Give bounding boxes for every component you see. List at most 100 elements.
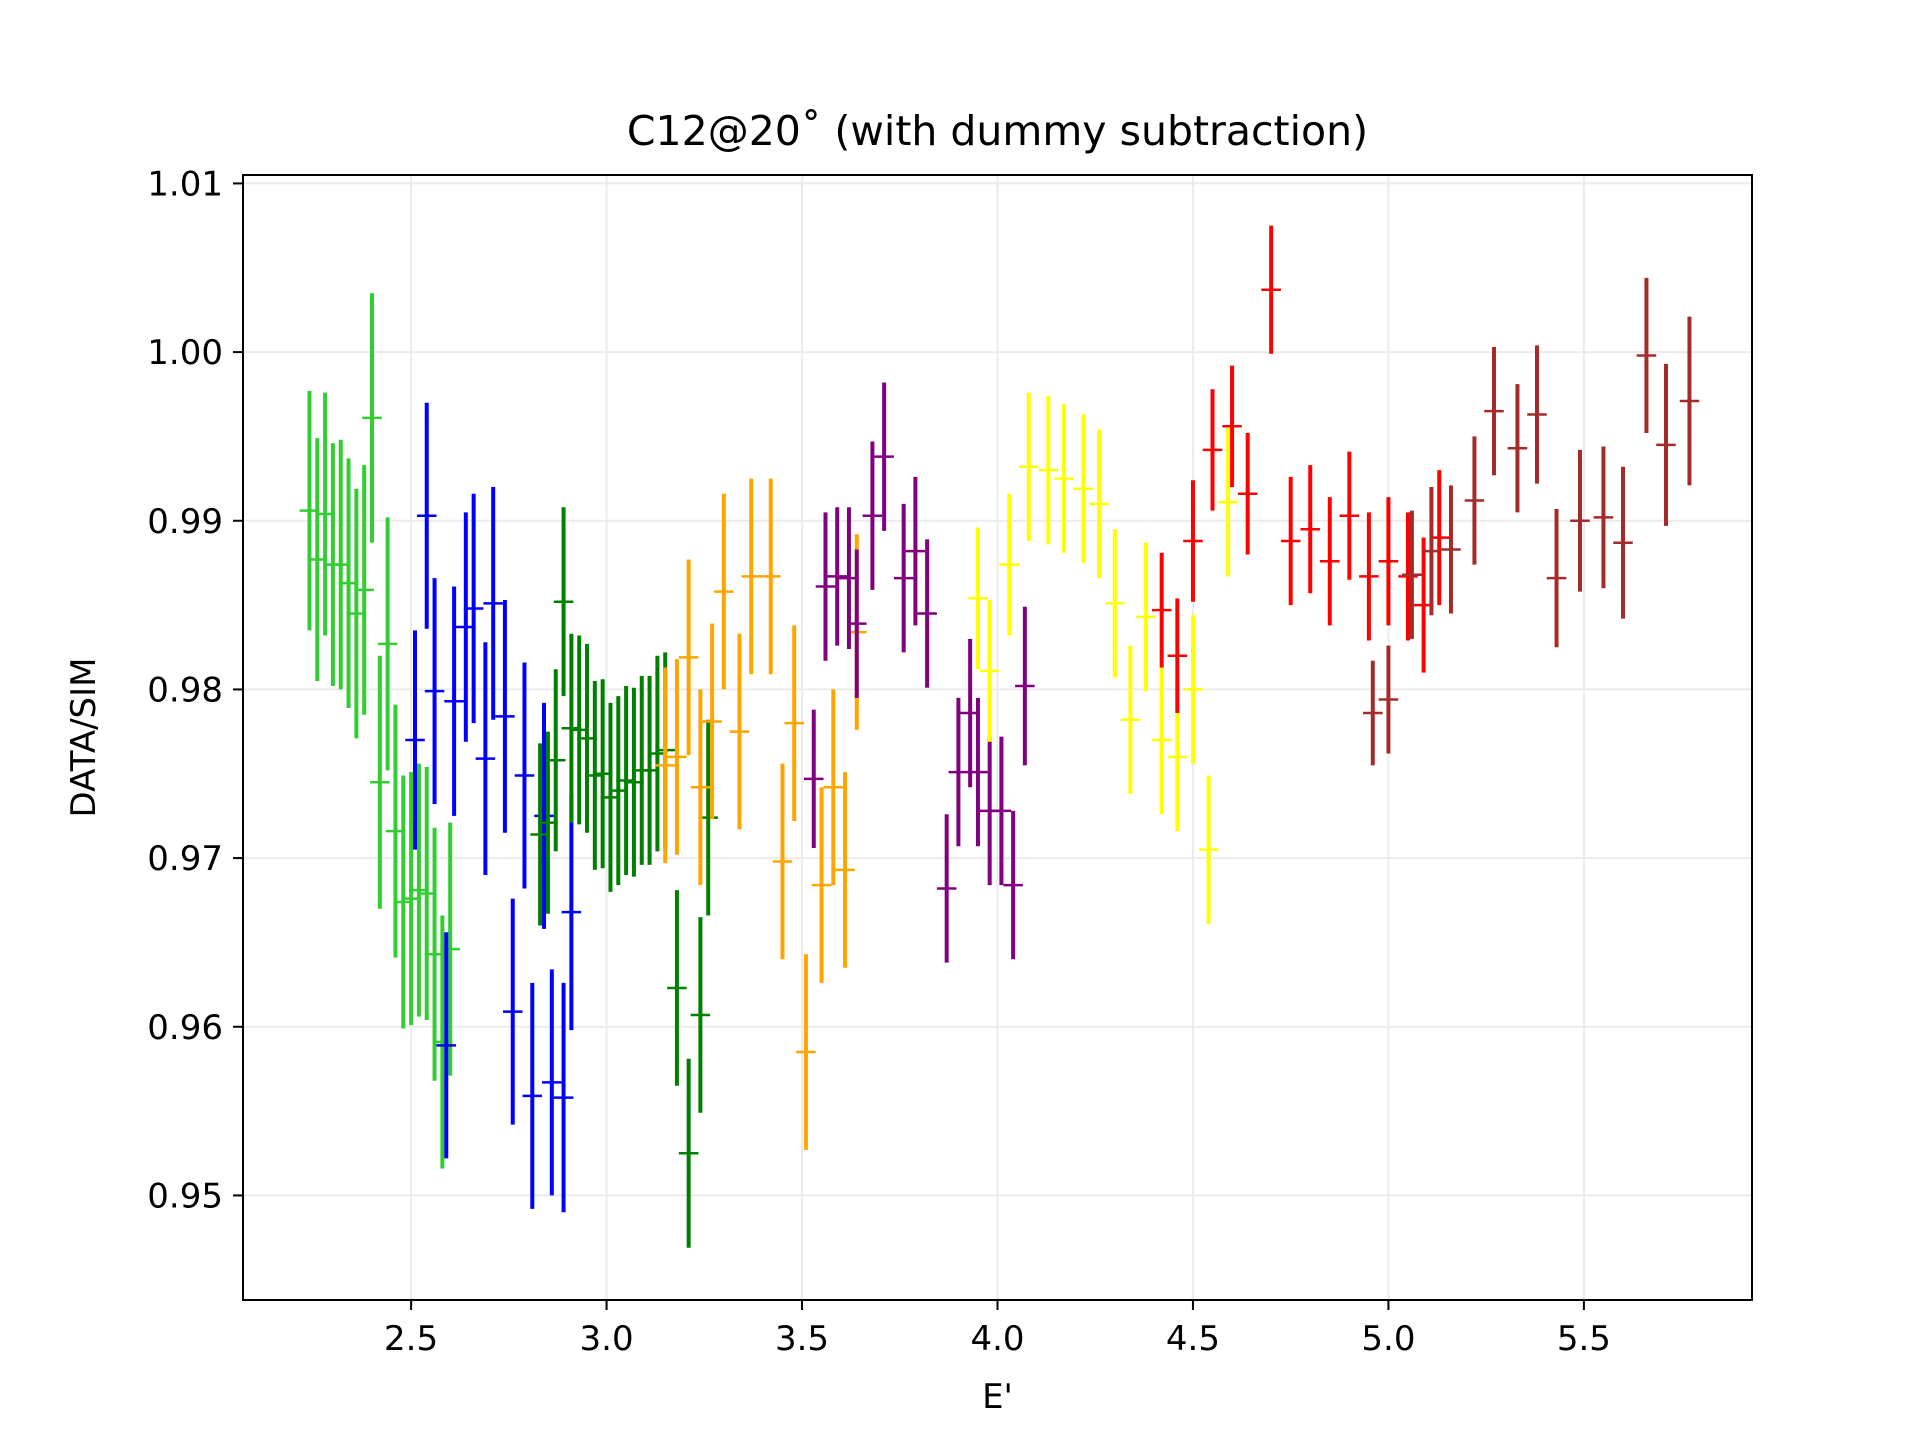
data-point <box>436 932 457 1159</box>
data-point <box>1656 363 1676 526</box>
data-point <box>1038 395 1059 545</box>
data-point <box>1507 384 1528 513</box>
data-point <box>991 736 1012 886</box>
data-point <box>784 625 804 821</box>
data-point <box>475 642 496 875</box>
data-point <box>1183 615 1203 764</box>
data-point <box>893 503 914 653</box>
data-layer <box>299 225 1700 1248</box>
data-point <box>354 465 374 715</box>
data-point <box>760 478 781 675</box>
data-point <box>424 578 445 805</box>
data-point <box>655 667 675 864</box>
data-point <box>1679 316 1700 486</box>
grid-layer <box>243 175 1752 1300</box>
data-point <box>1398 512 1418 641</box>
y-tick-label: 0.97 <box>147 839 223 879</box>
data-point <box>1261 225 1281 354</box>
data-point <box>815 512 836 661</box>
series-1 <box>299 293 460 1169</box>
data-point <box>1089 429 1109 579</box>
series-3 <box>530 507 718 1248</box>
data-point <box>370 655 390 909</box>
data-point <box>1359 512 1379 641</box>
x-tick-label: 4.0 <box>970 1319 1024 1359</box>
data-point <box>1378 645 1399 754</box>
y-tick-label: 1.01 <box>147 164 223 204</box>
data-point <box>1054 404 1074 553</box>
data-point <box>772 763 793 960</box>
data-point <box>999 493 1020 636</box>
data-point <box>522 982 543 1209</box>
data-point <box>1198 775 1219 924</box>
data-point <box>444 586 464 816</box>
series-7 <box>1151 225 1450 714</box>
data-point <box>1300 465 1321 594</box>
data-point <box>835 772 855 968</box>
data-point <box>495 600 515 833</box>
data-point <box>803 709 824 848</box>
tick-layer: 2.5 3.0 3.5 4.0 4.5 5.0 5.5 0.95 0.96 0.97 0.98 0.9… <box>147 164 1611 1359</box>
data-point <box>1120 645 1141 795</box>
data-point <box>545 669 566 852</box>
data-point <box>1015 606 1035 766</box>
data-point <box>811 787 832 983</box>
series-5 <box>803 382 1035 963</box>
data-point <box>542 969 562 1196</box>
data-point <box>729 633 750 830</box>
data-point <box>1151 665 1172 815</box>
data-point <box>948 697 969 847</box>
data-point <box>463 493 484 724</box>
data-point <box>827 507 847 646</box>
data-point <box>667 659 687 855</box>
y-tick-label: 0.98 <box>147 670 223 710</box>
data-point <box>1546 508 1567 648</box>
data-point <box>1202 389 1223 511</box>
data-point <box>678 559 699 756</box>
chart-title: C12@20˚ (with dummy subtraction) <box>627 107 1368 155</box>
data-point <box>1613 466 1633 619</box>
data-point <box>1222 365 1242 488</box>
data-point <box>678 1058 699 1248</box>
data-point <box>553 982 574 1213</box>
data-point <box>1003 810 1023 960</box>
x-tick-label: 3.5 <box>775 1319 829 1359</box>
x-tick-label: 2.5 <box>384 1319 438 1359</box>
y-tick-label: 0.95 <box>147 1176 223 1216</box>
x-axis-label: E' <box>982 1377 1013 1417</box>
x-tick-label: 5.0 <box>1361 1319 1415 1359</box>
data-point <box>405 630 425 850</box>
data-point <box>702 623 722 820</box>
data-point <box>968 697 988 847</box>
data-point <box>905 476 926 626</box>
data-point <box>416 402 437 629</box>
data-point <box>1570 449 1590 592</box>
series-8 <box>1363 277 1700 766</box>
data-point <box>1167 598 1188 714</box>
data-point <box>561 794 582 1031</box>
data-point <box>917 539 937 688</box>
data-point <box>1218 427 1238 577</box>
data-point <box>534 702 554 929</box>
data-point <box>1441 485 1461 614</box>
y-axis-label: DATA/SIM <box>64 658 104 818</box>
data-point <box>1073 414 1094 563</box>
series-6 <box>968 392 1238 924</box>
data-point <box>1151 552 1172 668</box>
x-tick-label: 3.0 <box>580 1319 634 1359</box>
data-point <box>968 527 988 670</box>
data-point <box>1378 497 1399 626</box>
data-point <box>553 507 574 697</box>
x-tick-label: 4.5 <box>1166 1319 1220 1359</box>
data-point <box>1421 487 1442 616</box>
data-point <box>1136 542 1156 692</box>
data-point <box>1237 433 1258 555</box>
data-point <box>846 549 867 698</box>
data-point <box>690 917 711 1113</box>
data-point <box>502 898 523 1125</box>
data-point <box>1484 347 1504 476</box>
data-point <box>862 441 883 590</box>
data-point <box>1363 660 1383 766</box>
data-point <box>1280 476 1301 606</box>
